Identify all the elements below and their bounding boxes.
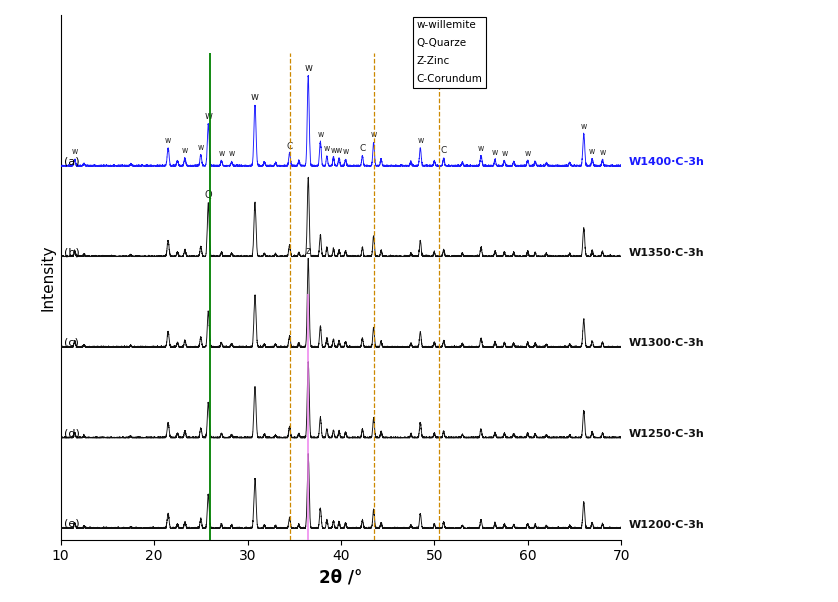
X-axis label: 2θ /°: 2θ /° [319,569,363,587]
Text: w: w [251,92,259,102]
Text: w: w [599,149,606,157]
Text: (b): (b) [65,247,80,257]
Text: (a): (a) [65,157,80,167]
Text: Q: Q [204,190,212,200]
Text: (e): (e) [65,519,80,529]
Text: W1400·C-3h: W1400·C-3h [628,157,705,167]
Text: w: w [417,136,423,145]
Text: W1200·C-3h: W1200·C-3h [628,520,705,530]
Text: w: w [478,144,484,154]
Text: w: w [581,122,587,131]
Text: w: w [182,146,188,155]
Text: w: w [229,149,235,158]
Text: w: w [525,149,530,158]
Text: w: w [304,63,313,73]
Text: w: w [589,147,595,157]
Text: W1300·C-3h: W1300·C-3h [628,338,704,349]
Text: w: w [343,147,349,157]
Text: w: w [71,147,78,157]
Text: (d): (d) [65,428,80,438]
Text: w: w [204,111,212,121]
Text: w-willemite
Q-Quarze
Z-Zinc
C-Corundum: w-willemite Q-Quarze Z-Zinc C-Corundum [416,20,483,84]
Text: w: w [370,131,377,140]
Y-axis label: Intensity: Intensity [40,244,55,311]
Text: z: z [306,246,311,256]
Text: w: w [336,146,342,155]
Text: w: w [323,144,330,154]
Text: W1250·C-3h: W1250·C-3h [628,429,705,439]
Text: w: w [492,147,498,157]
Text: C: C [360,144,365,153]
Text: w: w [501,149,508,158]
Text: C: C [287,141,292,150]
Text: C: C [441,146,447,155]
Text: w: w [330,146,337,155]
Text: w: w [165,136,171,145]
Text: W1350·C-3h: W1350·C-3h [628,248,704,258]
Text: (c): (c) [65,338,80,348]
Text: w: w [318,130,323,139]
Text: w: w [198,143,204,152]
Text: w: w [218,149,225,158]
